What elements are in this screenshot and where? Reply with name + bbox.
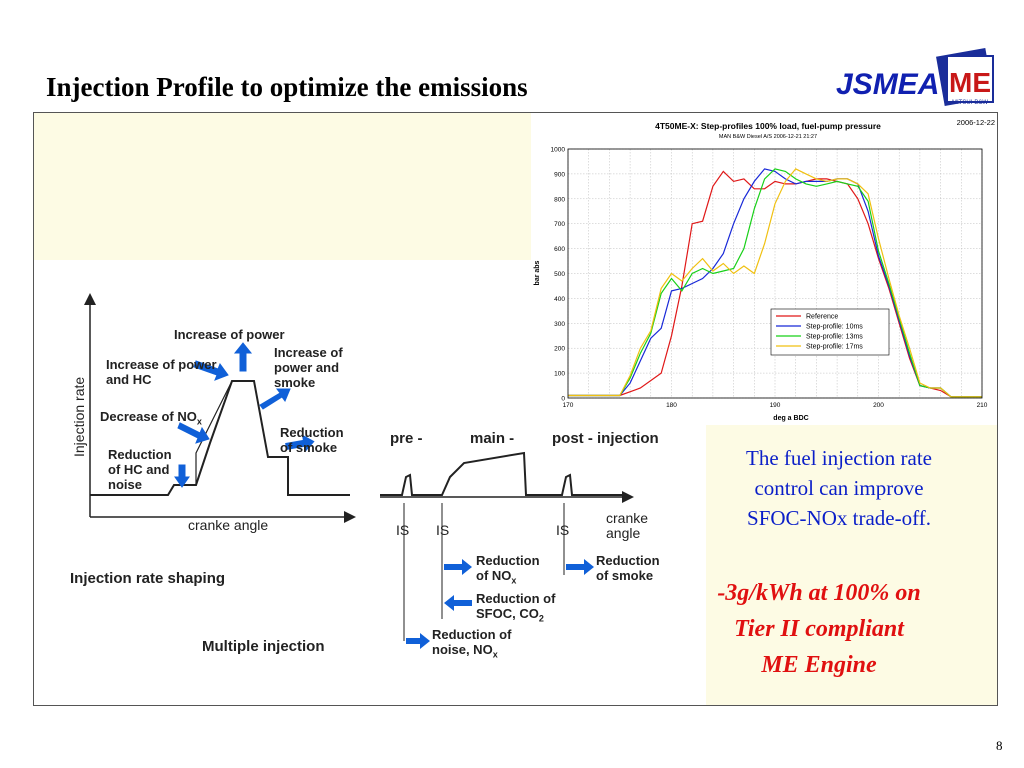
y-tick-label: 300 (554, 321, 565, 328)
caption-multiple: Multiple injection (202, 638, 325, 655)
arrow-decrease-nox (177, 422, 210, 444)
label-increase-power: Increase of power (174, 327, 285, 342)
blue-statement: The fuel injection rate control can impro… (746, 446, 932, 530)
multi-x-axis-label: cranke angle (606, 510, 649, 541)
label-decrease-nox: Decrease of NOx (100, 409, 202, 427)
multi-injection-curve (380, 451, 628, 496)
label-reduction-noise: Reduction of noise, NOx (432, 627, 512, 660)
jsmea-logo: JSMEA ME MITSUI·B&W (836, 48, 994, 106)
label-reduction-nox: Reduction of NOx (476, 553, 540, 586)
y-tick-label: 800 (554, 196, 565, 203)
y-tick-label: 600 (554, 246, 565, 253)
arrow-reduction-smoke (285, 434, 315, 453)
y-tick-label: 0 (561, 396, 565, 403)
series-line-3 (568, 168, 982, 398)
x-tick-label: 190 (770, 402, 781, 409)
label-main: main - (470, 430, 515, 447)
page-number: 8 (996, 738, 1003, 753)
y-axis-text-wrap: Injection rate (70, 347, 90, 467)
y-tick-label: 200 (554, 346, 565, 353)
x-axis-label: deg a BDC (773, 415, 808, 422)
profile-variant-line (195, 380, 233, 485)
plot-frame (567, 148, 983, 399)
y-tick-label: 400 (554, 296, 565, 303)
arrow-power-hc (193, 360, 229, 381)
y-tick-label: 700 (554, 221, 565, 228)
y-tick-label: 100 (554, 371, 565, 378)
logo-text-left: JSMEA (836, 68, 939, 101)
caption-shaping: Injection rate shaping (70, 570, 226, 587)
is-label-post: IS (556, 522, 570, 538)
pressure-chart: 4T50ME-X: Step-profiles 100% load, fuel-… (531, 113, 997, 425)
x-tick-label: 200 (873, 402, 884, 409)
diagram-y-axis-label: Injection rate (71, 376, 87, 457)
label-reduction-hc-noise: Reduction of HC and noise (108, 447, 172, 492)
is-label-pre: IS (396, 522, 410, 538)
y-tick-label: 1000 (551, 147, 566, 154)
red-statement: -3g/kWh at 100% on Tier II compliant ME En… (717, 580, 921, 678)
arrow-red-noise (406, 633, 430, 649)
legend-label: Step-profile: 10ms (806, 324, 863, 331)
y-tick-label: 500 (554, 271, 565, 278)
x-tick-label: 170 (563, 402, 574, 409)
diagram-x-axis-label: cranke angle (188, 517, 269, 533)
arrow-red-nox (444, 559, 472, 575)
label-post: post - injection (552, 430, 659, 447)
label-increase-power-smoke: Increase of power and smoke (274, 345, 343, 390)
legend-label: Reference (806, 314, 838, 321)
chart-legend: Reference Step-profile: 10ms Step-profile:… (770, 308, 890, 356)
chart-title: 4T50ME-X: Step-profiles 100% load, fuel-… (655, 121, 881, 131)
arrow-red-sfoc (444, 595, 472, 611)
chart-date: 2006-12-22 (957, 118, 995, 127)
legend-label: Step-profile: 17ms (806, 344, 863, 351)
label-multi-reduction-smoke: Reduction of smoke (596, 553, 660, 583)
x-tick-label: 210 (977, 402, 988, 409)
is-label-main: IS (436, 522, 450, 538)
arrow-up-power (233, 342, 253, 372)
label-increase-power-hc: Increase of power and HC (106, 357, 217, 387)
logo-sublabel: MITSUI·B&W (952, 100, 988, 106)
x-tick-label: 180 (666, 402, 677, 409)
cream-panel-top (34, 113, 531, 260)
arrow-power-smoke (259, 388, 291, 410)
content-frame: 4T50ME-X: Step-profiles 100% load, fuel-… (33, 112, 998, 706)
y-axis-label: bar abs (534, 260, 541, 285)
legend-box (770, 308, 890, 356)
arrow-red-smoke (566, 559, 594, 575)
y-tick-label: 900 (554, 171, 565, 178)
label-reduction-sfoc: Reduction of SFOC, CO2 (476, 591, 556, 624)
logo-text-right: ME (949, 67, 991, 98)
series-line-2 (568, 168, 982, 398)
label-pre: pre - (390, 430, 423, 447)
chart-subtitle: MAN B&W Diesel A/S 2006-12-21 21:27 (719, 134, 817, 140)
arrow-down-hc (174, 464, 190, 488)
slide-title: Injection Profile to optimize the emissi… (46, 72, 528, 102)
injection-diagram (84, 293, 634, 649)
label-reduction-smoke: Reduction of smoke (280, 425, 344, 455)
legend-label: Step-profile: 13ms (806, 334, 863, 341)
series-line-1 (568, 168, 982, 398)
